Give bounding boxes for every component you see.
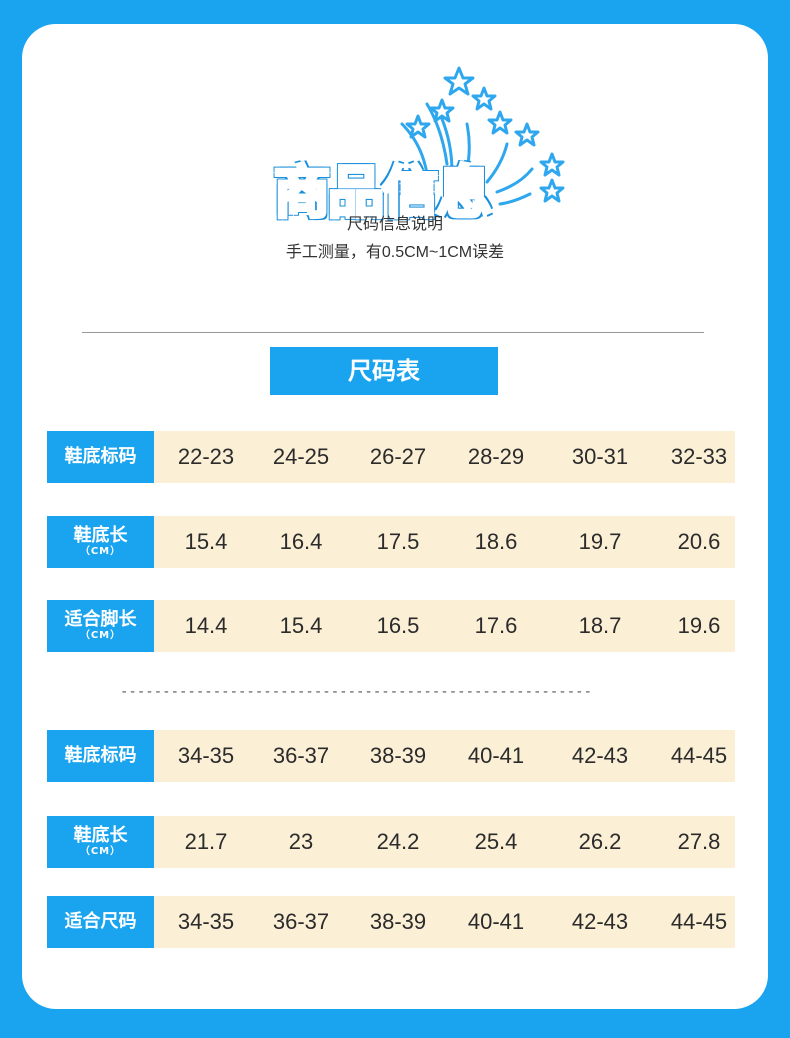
size-row: 适合脚长 （CM） 14.4 15.4 16.5 17.6 18.7 19.6 [47, 600, 735, 652]
row-label-text: 鞋底标码 [64, 446, 137, 467]
size-row: 鞋底标码 34-35 36-37 38-39 40-41 42-43 44-45 [47, 730, 735, 782]
size-cell: 15.4 [184, 529, 228, 554]
row-values: 34-35 36-37 38-39 40-41 42-43 44-45 [154, 896, 735, 948]
row-values: 14.4 15.4 16.5 17.6 18.7 19.6 [154, 600, 735, 652]
size-row: 鞋底长 （CM） 15.4 16.4 17.5 18.6 19.7 20.6 [47, 516, 735, 568]
size-cell: 27.8 [677, 829, 721, 854]
size-cell: 36-37 [272, 743, 330, 768]
row-values: 34-35 36-37 38-39 40-41 42-43 44-45 [154, 730, 735, 782]
row-label-text: 鞋底长 [73, 525, 128, 546]
size-row: 鞋底长 （CM） 21.7 23 24.2 25.4 26.2 27.8 [47, 816, 735, 868]
row-label-text: 鞋底长 [73, 825, 128, 846]
page-title: 商品信息 [272, 159, 494, 228]
size-cell: 38-39 [369, 909, 427, 934]
size-cell: 19.7 [578, 529, 622, 554]
row-values: 21.7 23 24.2 25.4 26.2 27.8 [154, 816, 735, 868]
size-cell: 42-43 [571, 909, 629, 934]
row-label: 鞋底标码 [47, 431, 154, 483]
size-cell: 44-45 [670, 743, 728, 768]
fireworks-stars-icon [400, 66, 565, 206]
row-label: 鞋底长 （CM） [47, 516, 154, 568]
size-row: 适合尺码 34-35 36-37 38-39 40-41 42-43 44-45 [47, 896, 735, 948]
row-label-text: 鞋底标码 [64, 745, 137, 766]
row-unit-text: （CM） [79, 846, 122, 857]
size-cell: 30-31 [571, 444, 629, 469]
dashed-divider: ----------------------------------------… [120, 684, 593, 700]
size-row: 鞋底标码 22-23 24-25 26-27 28-29 30-31 32-33 [47, 431, 735, 483]
size-cell: 34-35 [177, 909, 235, 934]
size-cell: 17.5 [376, 529, 420, 554]
divider-line [82, 332, 704, 333]
row-unit-text: （CM） [79, 546, 122, 557]
size-cell: 24-25 [272, 444, 330, 469]
row-label: 适合脚长 （CM） [47, 600, 154, 652]
row-values: 22-23 24-25 26-27 28-29 30-31 32-33 [154, 431, 735, 483]
size-cell: 23 [288, 829, 314, 854]
size-cell: 19.6 [677, 613, 721, 638]
size-cell: 16.4 [279, 529, 323, 554]
size-cell: 24.2 [376, 829, 420, 854]
size-cell: 18.7 [578, 613, 622, 638]
row-label: 鞋底标码 [47, 730, 154, 782]
size-cell: 40-41 [467, 743, 525, 768]
size-cell: 40-41 [467, 909, 525, 934]
size-cell: 17.6 [474, 613, 518, 638]
size-cell: 44-45 [670, 909, 728, 934]
size-table-title: 尺码表 [270, 347, 498, 395]
size-cell: 26.2 [578, 829, 622, 854]
row-values: 15.4 16.4 17.5 18.6 19.7 20.6 [154, 516, 735, 568]
row-unit-text: （CM） [79, 630, 122, 641]
size-cell: 16.5 [376, 613, 420, 638]
size-cell: 22-23 [177, 444, 235, 469]
content-card: 商品信息 尺码信息说明 手工测量，有0.5CM~1CM误差 尺码表 鞋底标码 22… [22, 24, 768, 1009]
row-label: 适合尺码 [47, 896, 154, 948]
row-label: 鞋底长 （CM） [47, 816, 154, 868]
row-label-text: 适合脚长 [64, 609, 137, 630]
title-block: 商品信息 [252, 64, 592, 234]
row-label-text: 适合尺码 [64, 911, 137, 932]
size-cell: 42-43 [571, 743, 629, 768]
size-cell: 26-27 [369, 444, 427, 469]
size-cell: 36-37 [272, 909, 330, 934]
subtitle-measurement-note: 手工测量，有0.5CM~1CM误差 [285, 244, 505, 261]
subtitle-size-info: 尺码信息说明 [346, 216, 443, 233]
size-cell: 38-39 [369, 743, 427, 768]
size-cell: 14.4 [184, 613, 228, 638]
size-cell: 28-29 [467, 444, 525, 469]
size-cell: 20.6 [677, 529, 721, 554]
size-cell: 21.7 [184, 829, 228, 854]
size-cell: 34-35 [177, 743, 235, 768]
size-cell: 25.4 [474, 829, 518, 854]
size-cell: 18.6 [474, 529, 518, 554]
size-cell: 15.4 [279, 613, 323, 638]
size-cell: 32-33 [670, 444, 728, 469]
